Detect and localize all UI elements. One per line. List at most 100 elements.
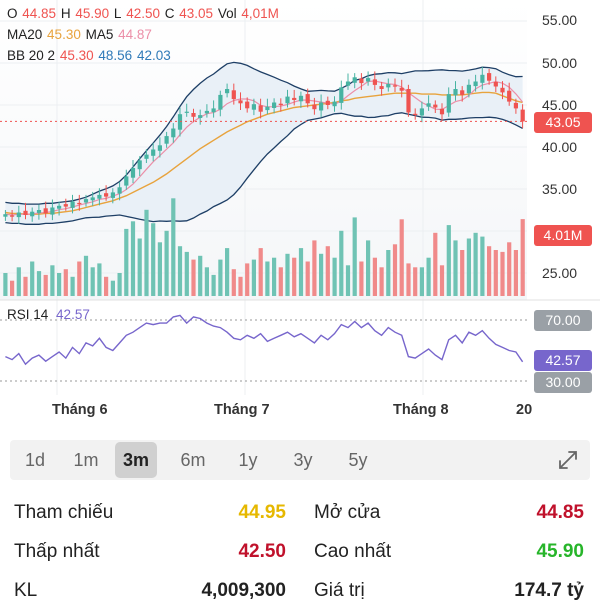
- candle-body: [83, 199, 89, 203]
- candle-body: [399, 87, 404, 91]
- volume-bar: [426, 257, 431, 296]
- candle-body: [265, 106, 270, 111]
- ma5-line: [5, 80, 524, 216]
- volume-bar: [211, 274, 216, 296]
- price-chart[interactable]: [0, 0, 600, 430]
- volume-badge: 4.01M: [534, 225, 592, 246]
- candle-body: [157, 145, 162, 151]
- volume-bar: [419, 267, 424, 297]
- volume-bar: [366, 240, 371, 296]
- ma5-label: MA5: [85, 27, 114, 42]
- candle-body: [63, 204, 68, 207]
- volume-bar: [198, 255, 203, 297]
- volume-bar: [130, 221, 136, 297]
- candle-body: [151, 149, 156, 156]
- expand-icon[interactable]: [556, 448, 580, 472]
- volume-bar: [439, 265, 445, 296]
- candle-body: [312, 104, 317, 110]
- candle-body: [164, 136, 169, 144]
- x-label-june: Tháng 6: [52, 402, 108, 418]
- tab-1d[interactable]: 1d: [24, 449, 46, 470]
- ref-value: 44.95: [238, 502, 286, 523]
- tab-3y[interactable]: 3y: [293, 449, 313, 470]
- volume-bar: [83, 255, 89, 297]
- volume-bar: [104, 276, 109, 296]
- volume-bar: [473, 232, 478, 296]
- candle-body: [77, 202, 82, 205]
- candle-body: [466, 84, 471, 94]
- candle-body: [278, 103, 283, 105]
- volume-bar: [204, 267, 209, 297]
- value-stat-value: 174.7 tỷ: [514, 580, 584, 600]
- candle-body: [70, 201, 75, 208]
- volume-bar: [238, 276, 243, 296]
- candle-body: [184, 111, 189, 113]
- low-stat-label: Thấp nhất: [14, 541, 100, 562]
- volume-bar: [487, 246, 492, 296]
- volume-bar: [292, 257, 297, 296]
- tab-3m[interactable]: 3m: [115, 442, 157, 478]
- candle-body: [379, 86, 384, 89]
- candle-body: [292, 97, 297, 100]
- volume-bar: [124, 228, 129, 296]
- vol-label: Vol: [217, 6, 237, 21]
- candle-body: [305, 94, 310, 104]
- x-label-partial: 20: [516, 402, 533, 418]
- candle-body: [413, 113, 418, 115]
- candle-body: [43, 208, 48, 214]
- tab-1y[interactable]: 1y: [238, 449, 258, 470]
- rsi-label: RSI 14: [7, 307, 49, 322]
- candle-body: [433, 104, 438, 108]
- volume-bar: [144, 209, 149, 297]
- volume-bar: [57, 273, 62, 296]
- rsi-value-badge: 42.57: [534, 350, 592, 371]
- open-label: O: [7, 6, 18, 21]
- high-value: 45.90: [75, 6, 110, 21]
- volume-bar: [231, 269, 236, 296]
- candle-body: [57, 205, 62, 209]
- rsi-value-legend: 42.57: [56, 307, 90, 322]
- high-stat-value: 45.90: [536, 541, 584, 562]
- candle-body: [198, 115, 203, 118]
- volume-bar: [63, 269, 68, 296]
- candle-body: [386, 84, 391, 88]
- volume-bar: [164, 230, 169, 296]
- volume-bar: [258, 248, 263, 296]
- candle-body: [191, 113, 196, 117]
- volume-bar: [339, 230, 344, 296]
- volume-bar: [36, 271, 42, 296]
- rsi-lower-badge: 30.00: [534, 372, 592, 393]
- volume-bar: [251, 259, 256, 296]
- low-value: 42.50: [126, 6, 160, 21]
- candle-body: [493, 81, 498, 87]
- price-tick-25: 25.00: [542, 265, 578, 281]
- volume-bar: [3, 273, 8, 296]
- volume-bar: [117, 273, 122, 296]
- candle-body: [137, 160, 142, 170]
- candlesticks: [3, 66, 525, 224]
- volume-bar: [480, 236, 485, 296]
- ma20-line: [5, 91, 523, 215]
- candle-body: [325, 100, 330, 105]
- candle-body: [359, 78, 364, 84]
- ma20-value: 45.30: [47, 27, 81, 42]
- candle-body: [366, 78, 371, 82]
- tab-5y[interactable]: 5y: [348, 449, 368, 470]
- volume-bar: [110, 280, 115, 296]
- tab-6m[interactable]: 6m: [180, 449, 206, 470]
- candle-body: [453, 89, 458, 96]
- volume-bar: [298, 248, 304, 296]
- ma-legend: MA20 45.30 MA5 44.87: [7, 27, 153, 42]
- candle-body: [285, 96, 290, 104]
- volume-bar: [97, 263, 102, 296]
- candle-body: [352, 77, 357, 83]
- low-label: L: [113, 6, 122, 21]
- tab-1m[interactable]: 1m: [73, 449, 99, 470]
- ma20-label: MA20: [7, 27, 43, 42]
- candle-body: [480, 74, 485, 83]
- volume-stat-label: KL: [14, 580, 38, 600]
- volume-bar: [10, 280, 15, 296]
- rsi-line: [5, 314, 524, 366]
- candle-body: [90, 197, 95, 201]
- ohlc-legend: O 44.85 H 45.90 L 42.50 C 43.05 Vol 4,01…: [7, 6, 280, 21]
